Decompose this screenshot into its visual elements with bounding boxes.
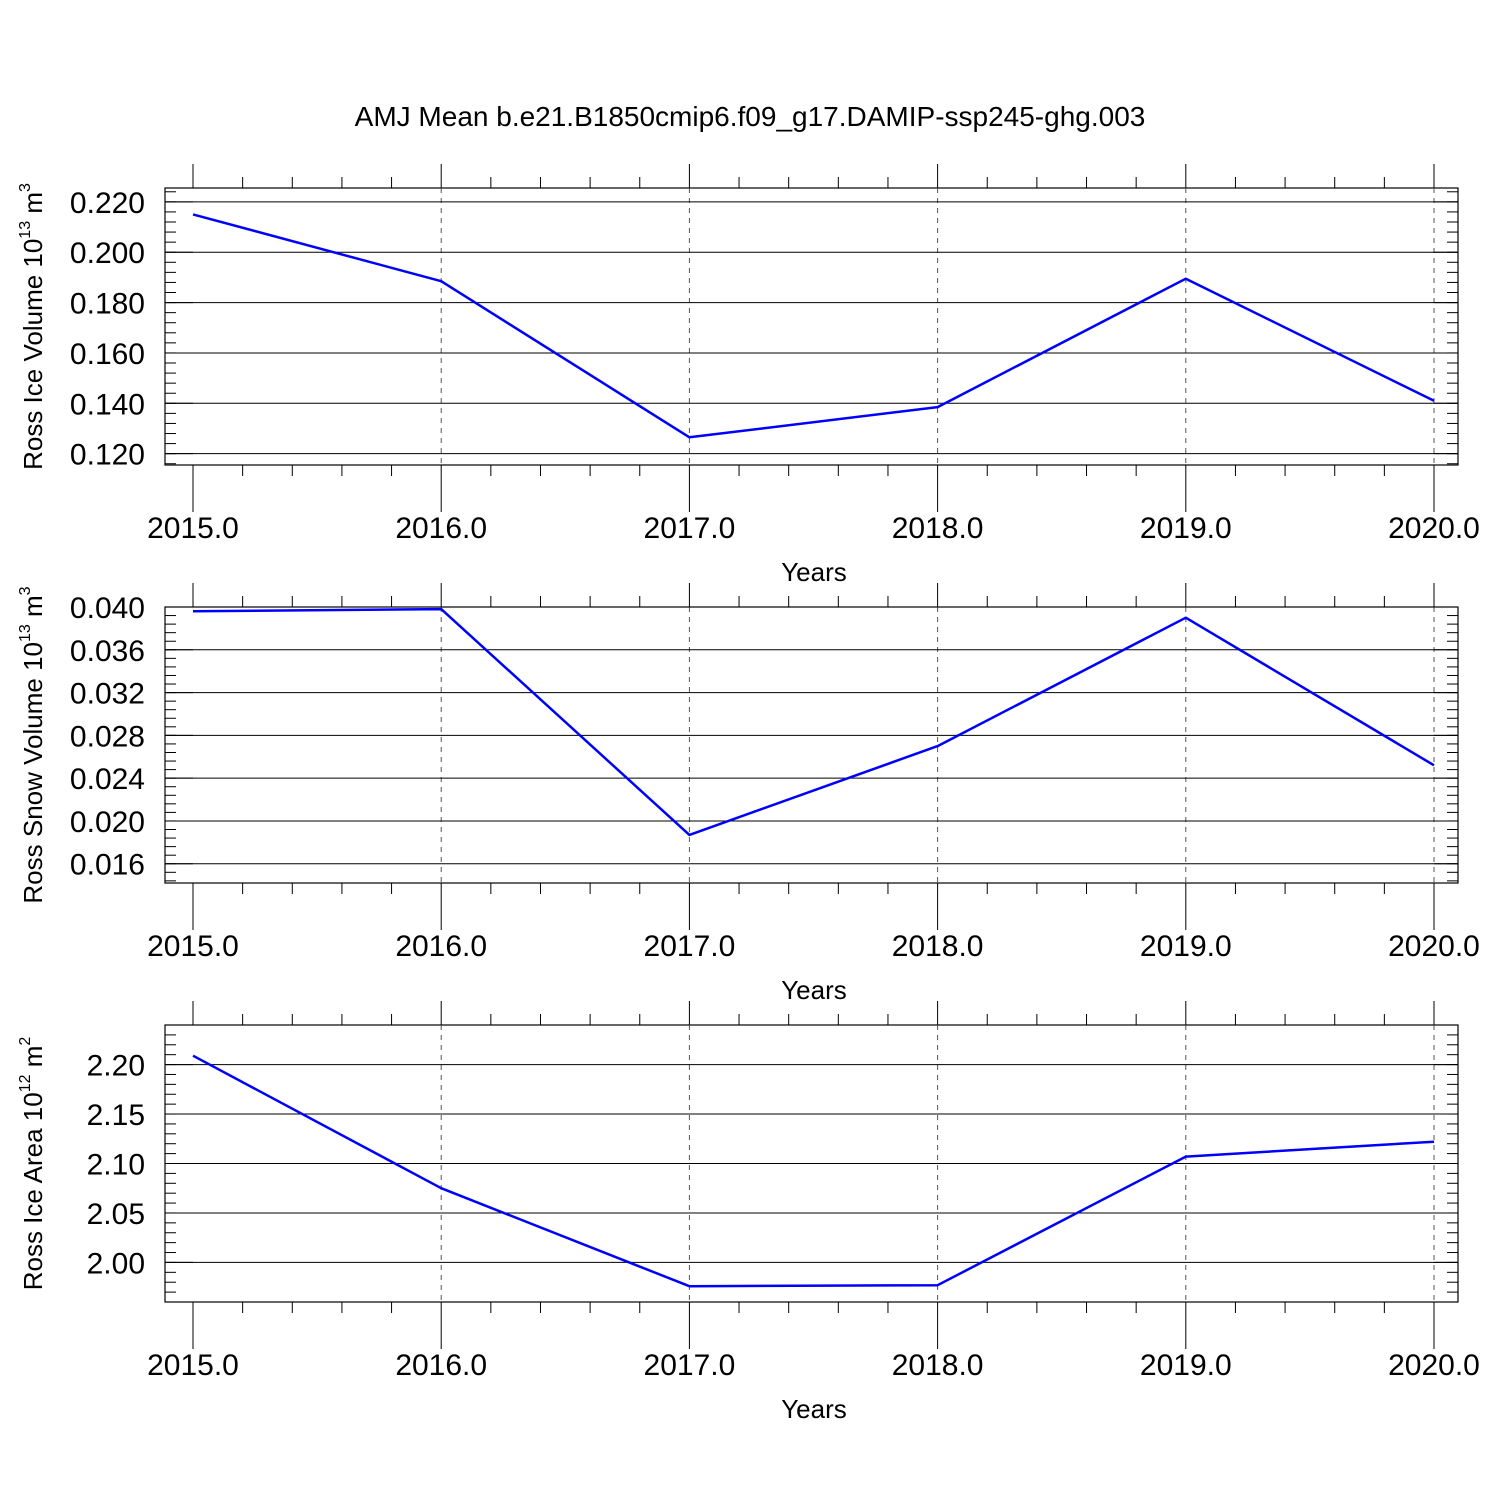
x-tick-label: 2018.0 [892, 1349, 984, 1382]
plot-frame [164, 187, 1459, 466]
y-tick-label: 0.140 [70, 388, 145, 421]
y-tick-label: 0.036 [70, 635, 145, 668]
x-tick-label: 2017.0 [644, 1349, 736, 1382]
x-axis-label: Years [781, 557, 847, 587]
y-tick-label: 2.10 [87, 1149, 145, 1182]
x-tick-label: 2015.0 [147, 1349, 239, 1382]
x-tick-label: 2018.0 [892, 512, 984, 545]
x-axis-label: Years [781, 1394, 847, 1424]
y-tick-label: 0.120 [70, 439, 145, 472]
x-tick-label: 2016.0 [395, 930, 487, 963]
x-tick-label: 2020.0 [1388, 1349, 1480, 1382]
y-axis-label: Ross Snow Volume 1013 m3 [17, 586, 48, 903]
y-tick-label: 2.15 [87, 1099, 145, 1132]
y-tick-label: 0.024 [70, 763, 145, 796]
chart-panel-1: 2015.0 2016.0 2017.0 2018.0 2019.0 2020.0 Year… [17, 164, 1480, 587]
y-tick-label: 2.20 [87, 1050, 145, 1083]
x-tick-label: 2016.0 [395, 512, 487, 545]
y-tick-label: 0.032 [70, 678, 145, 711]
y-tick-label: 0.016 [70, 849, 145, 882]
plot-frame [164, 606, 1459, 884]
x-tick-label: 2019.0 [1140, 930, 1232, 963]
x-tick-label: 2020.0 [1388, 930, 1480, 963]
y-tick-label: 0.020 [70, 806, 145, 839]
y-tick-label: 2.00 [87, 1247, 145, 1280]
y-tick-label: 0.160 [70, 338, 145, 371]
x-axis-label: Years [781, 975, 847, 1005]
x-tick-label: 2018.0 [892, 930, 984, 963]
y-tick-label: 0.200 [70, 237, 145, 270]
x-tick-label: 2019.0 [1140, 1349, 1232, 1382]
y-axis-label: Ross Ice Area 1012 m2 [17, 1037, 48, 1291]
series-line-1 [192, 1054, 1435, 1288]
panels: 2015.0 2016.0 2017.0 2018.0 2019.0 2020.0 Year… [17, 164, 1480, 1424]
chart-panel-2: 2015.0 2016.0 2017.0 2018.0 2019.0 2020.0 Year… [17, 583, 1480, 1005]
y-axis-label: Ross Ice Volume 1013 m3 [17, 183, 48, 470]
y-tick-label: 0.180 [70, 288, 145, 321]
series-line-1 [192, 607, 1435, 837]
series-line-1 [192, 213, 1435, 439]
x-tick-label: 2020.0 [1388, 512, 1480, 545]
x-tick-label: 2015.0 [147, 930, 239, 963]
y-tick-label: 0.040 [70, 592, 145, 625]
x-tick-label: 2016.0 [395, 1349, 487, 1382]
x-tick-label: 2019.0 [1140, 512, 1232, 545]
x-tick-label: 2017.0 [644, 930, 736, 963]
y-tick-label: 0.028 [70, 720, 145, 753]
chart-title: AMJ Mean b.e21.B1850cmip6.f09_g17.DAMIP-… [355, 101, 1146, 132]
y-tick-label: 2.05 [87, 1198, 145, 1231]
y-tick-label: 0.220 [70, 187, 145, 220]
x-tick-label: 2017.0 [644, 512, 736, 545]
x-tick-label: 2015.0 [147, 512, 239, 545]
chart-panel-3: 2015.0 2016.0 2017.0 2018.0 2019.0 2020.0 Year… [17, 1001, 1480, 1424]
